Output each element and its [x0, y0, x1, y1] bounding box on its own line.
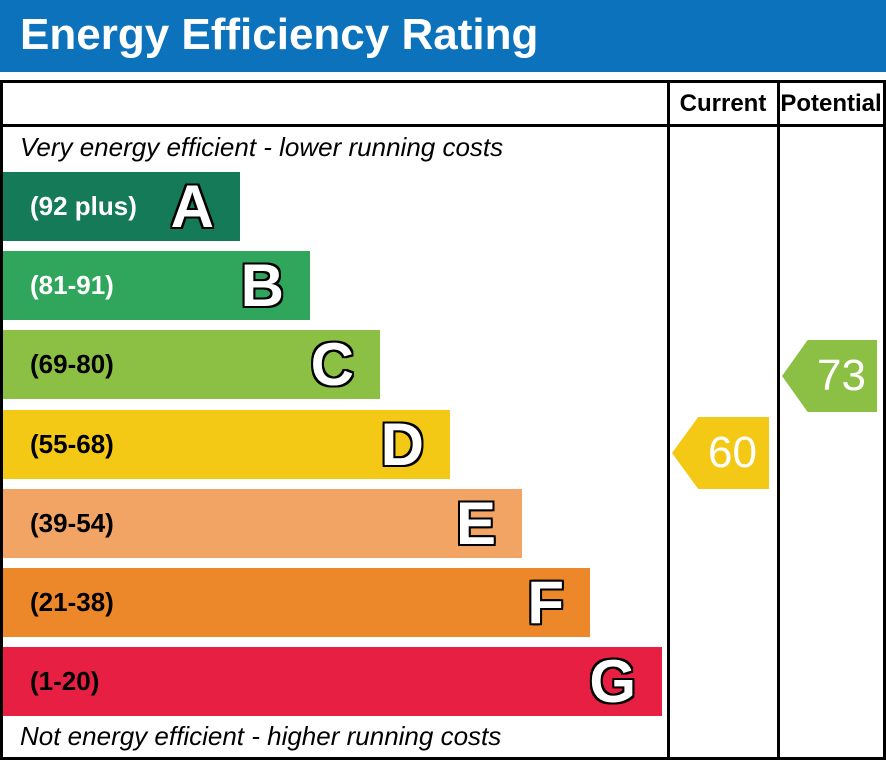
band-range-label: (55-68): [30, 429, 114, 459]
band-letter: C: [309, 330, 355, 400]
band-range-label: (81-91): [30, 270, 114, 300]
band-range-label: (39-54): [30, 508, 114, 538]
band-letter: E: [455, 489, 498, 559]
bottom-note: Not energy efficient - higher running co…: [20, 721, 502, 751]
band-letter: B: [239, 251, 285, 321]
band-bar-B: (81-91) B: [3, 251, 310, 320]
column-header-current: Current: [679, 90, 767, 117]
band-range-label: (69-80): [30, 349, 114, 379]
potential-rating-marker: 73: [782, 340, 877, 412]
band-range-label: (92 plus): [30, 191, 137, 221]
column-divider-current: [667, 83, 670, 757]
band-letter: A: [169, 172, 215, 242]
rating-table: Current Potential Very energy efficient …: [0, 80, 886, 760]
band-letter: D: [379, 410, 425, 480]
band-range-label: (1-20): [30, 666, 100, 696]
column-header-potential: Potential: [780, 90, 882, 117]
top-note: Very energy efficient - lower running co…: [20, 132, 504, 162]
band-range-label: (21-38): [30, 587, 114, 617]
potential-rating-value: 73: [817, 351, 866, 400]
band-bar-G: (1-20) G: [3, 647, 662, 716]
band-letter: F: [526, 568, 565, 638]
page-title: Energy Efficiency Rating: [20, 10, 539, 59]
current-rating-value: 60: [708, 428, 757, 477]
band-bar-A: (92 plus) A: [3, 172, 240, 241]
current-rating-marker: 60: [672, 417, 769, 489]
band-bar-D: (55-68) D: [3, 410, 450, 479]
header-row-divider: [3, 124, 883, 127]
band-bar-F: (21-38) F: [3, 568, 590, 637]
band-bar-E: (39-54) E: [3, 489, 522, 558]
band-letter: G: [588, 647, 637, 717]
band-bar-C: (69-80) C: [3, 330, 380, 399]
column-divider-potential: [777, 83, 780, 757]
title-bar: Energy Efficiency Rating: [0, 0, 886, 72]
